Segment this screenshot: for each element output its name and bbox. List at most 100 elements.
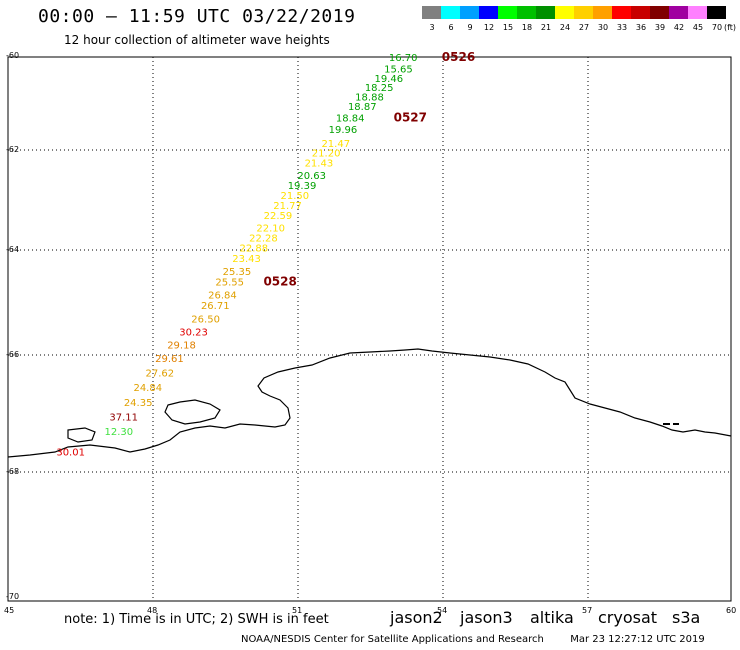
colorbar-label: 18 [521, 23, 533, 32]
colorbar-label: 70 [711, 23, 723, 32]
wave-height-label: 37.11 [109, 412, 138, 423]
colorbar-swatch [631, 6, 650, 19]
colorbar-label: 12 [483, 23, 495, 32]
wave-height-label: 24.35 [124, 398, 153, 409]
colorbar-swatch [707, 6, 726, 19]
colorbar-swatch [669, 6, 688, 19]
lat-tick-label: -66 [6, 350, 20, 359]
colorbar-label: 30 [597, 23, 609, 32]
satellite-jason2: jason2 [390, 608, 443, 627]
colorbar-label: 21 [540, 23, 552, 32]
colorbar-swatch [460, 6, 479, 19]
wave-height-label: 18.88 [355, 93, 384, 104]
page-subtitle: 12 hour collection of altimeter wave hei… [64, 33, 330, 47]
wave-height-label: 26.84 [208, 291, 237, 302]
satellite-jason3: jason3 [460, 608, 513, 627]
graticule [8, 57, 731, 601]
colorbar-swatch [612, 6, 631, 19]
wave-height-label: 19.39 [288, 181, 317, 192]
map-frame [7, 56, 732, 602]
lon-tick-label: 54 [437, 606, 448, 615]
time-label: 0527 [394, 110, 427, 124]
lat-tick-label: -60 [6, 51, 20, 60]
colorbar-label: 6 [448, 23, 454, 32]
wave-height-label: 20.63 [297, 171, 326, 182]
footer-note: note: 1) Time is in UTC; 2) SWH is in fe… [64, 612, 329, 627]
satellite-altika: altika [530, 608, 574, 627]
wave-height-label: 29.61 [155, 354, 184, 365]
wave-height-label: 21.50 [280, 191, 309, 202]
wave-height-label: 19.46 [374, 74, 403, 85]
wave-height-label: 30.23 [179, 327, 208, 338]
credit-agency: NOAA/NESDIS Center for Satellite Applica… [241, 634, 544, 645]
wave-height-label: 18.25 [365, 83, 394, 94]
wave-height-label: 21.47 [321, 139, 350, 150]
coastline [7, 348, 732, 458]
wave-height-label: 19.96 [329, 125, 358, 136]
wave-height-label: 23.43 [232, 254, 261, 265]
colorbar-label: 36 [635, 23, 647, 32]
colorbar-label: 39 [654, 23, 666, 32]
wave-height-label: 25.55 [215, 278, 244, 289]
page-title: 00:00 – 11:59 UTC 03/22/2019 [38, 6, 356, 27]
lon-tick-label: 45 [4, 606, 15, 615]
coastline-bay [164, 399, 221, 425]
wave-height-label: 18.87 [348, 102, 377, 113]
coastline-main [7, 348, 732, 458]
wave-height-label: 22.28 [249, 234, 278, 245]
credit-line: NOAA/NESDIS Center for Satellite Applica… [241, 634, 705, 645]
colorbar-label: 24 [559, 23, 571, 32]
colorbar-swatch [479, 6, 498, 19]
colorbar-swatch [517, 6, 536, 19]
colorbar-swatch [498, 6, 517, 19]
wave-height-label: 26.71 [201, 301, 230, 312]
colorbar-swatch [593, 6, 612, 19]
colorbar-swatch [650, 6, 669, 19]
time-label: 0528 [263, 275, 296, 289]
time-labels: 0526 0527 0528 [263, 50, 475, 289]
lon-tick-label: 51 [292, 606, 303, 615]
colorbar-label: 15 [502, 23, 514, 32]
time-label: 0526 [442, 50, 475, 64]
wave-height-label: 15.65 [384, 65, 413, 76]
lon-tick-label: 60 [726, 606, 737, 615]
satellite-cryosat: cryosat [598, 608, 658, 627]
wave-height-label: 21.77 [273, 201, 302, 212]
wave-height-label: 30.01 [56, 448, 85, 459]
wave-height-label: 12.30 [105, 427, 134, 438]
colorbar-swatch [555, 6, 574, 19]
colorbar-swatch [688, 6, 707, 19]
credit-timestamp: Mar 23 12:27:12 UTC 2019 [570, 634, 705, 645]
colorbar-label: 42 [673, 23, 685, 32]
coastline-island-west [67, 427, 96, 443]
satellite-s3a: s3a [672, 608, 701, 627]
colorbar-swatch [441, 6, 460, 19]
colorbar-label: 3 [429, 23, 435, 32]
colorbar-swatch [422, 6, 441, 19]
wave-height-label: 26.50 [191, 314, 220, 325]
colorbar-label: 45 [692, 23, 704, 32]
wave-height-label: 21.20 [312, 149, 341, 160]
colorbar-swatch [574, 6, 593, 19]
lat-tick-label: -64 [6, 245, 20, 254]
wave-height-label: 22.88 [239, 244, 268, 255]
wave-height-label: 24.84 [133, 383, 162, 394]
wave-height-label: 27.62 [146, 369, 175, 380]
wave-height-label: 18.84 [336, 113, 365, 124]
lon-tick-label: 57 [582, 606, 593, 615]
wave-height-label: 22.59 [264, 211, 293, 222]
lat-tick-label: -62 [6, 145, 20, 154]
colorbar-label: 9 [467, 23, 473, 32]
observation-labels: 16.7015.6519.4618.2518.8818.8718.8419.96… [56, 53, 417, 459]
colorbar-swatch [536, 6, 555, 19]
wave-height-label: 16.70 [389, 53, 418, 64]
wave-height-label: 29.18 [167, 341, 196, 352]
lat-tick-label: -68 [6, 467, 20, 476]
lon-tick-label: 48 [147, 606, 158, 615]
colorbar-unit: (ft) [723, 23, 737, 32]
colorbar-label: 33 [616, 23, 628, 32]
wave-height-label: 21.43 [305, 159, 334, 170]
colorbar-label: 27 [578, 23, 590, 32]
